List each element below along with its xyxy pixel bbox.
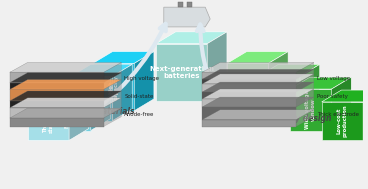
Polygon shape [71,76,113,121]
Polygon shape [202,120,296,127]
Text: Low-cost
production: Low-cost production [337,105,348,137]
Polygon shape [202,99,296,107]
Polygon shape [93,52,154,64]
Text: Anode-free: Anode-free [124,112,155,117]
Text: High energy
density: High energy density [274,80,284,117]
Polygon shape [202,74,314,84]
Polygon shape [93,64,134,111]
Polygon shape [290,89,332,131]
Polygon shape [104,62,121,127]
Polygon shape [91,77,110,131]
Polygon shape [207,32,227,101]
Polygon shape [258,64,320,76]
Polygon shape [10,101,104,108]
Polygon shape [227,52,288,64]
Polygon shape [10,108,104,118]
Polygon shape [202,69,314,79]
Polygon shape [202,97,314,107]
Polygon shape [10,91,121,101]
Text: Solid-state: Solid-state [124,94,154,99]
Text: Thermal
stability: Thermal stability [43,109,54,133]
Polygon shape [28,102,69,140]
Text: Poor safety: Poor safety [317,94,348,99]
Polygon shape [296,62,314,127]
Polygon shape [363,90,368,140]
Polygon shape [322,90,368,102]
Bar [187,2,192,7]
Polygon shape [202,107,296,120]
Polygon shape [164,7,210,27]
Polygon shape [202,84,296,92]
Polygon shape [49,89,91,131]
Polygon shape [202,79,296,84]
Polygon shape [28,90,89,102]
Text: Structure
stability: Structure stability [86,84,97,113]
Polygon shape [202,92,296,99]
Polygon shape [202,82,314,92]
Polygon shape [332,77,351,131]
Polygon shape [10,72,104,83]
Polygon shape [322,102,363,140]
Text: High
capacity: High capacity [108,75,119,100]
Polygon shape [202,72,296,79]
Polygon shape [10,89,104,101]
Polygon shape [113,64,132,121]
Polygon shape [10,80,121,89]
Text: High voltage: High voltage [124,76,159,81]
Polygon shape [10,83,104,89]
Polygon shape [10,108,121,118]
Polygon shape [268,52,288,111]
Polygon shape [49,77,110,89]
Polygon shape [69,90,89,140]
Polygon shape [258,76,300,121]
Text: Fast Charge
transport: Fast Charge transport [65,92,75,128]
Text: Low voltage: Low voltage [317,76,350,81]
Polygon shape [202,89,314,99]
Polygon shape [10,118,104,127]
Text: Next-generation
batteries: Next-generation batteries [149,66,214,79]
Polygon shape [10,62,121,72]
Polygon shape [202,110,314,120]
Polygon shape [10,98,121,108]
Polygon shape [156,44,207,101]
Polygon shape [71,64,132,76]
Polygon shape [202,62,314,72]
Polygon shape [10,73,121,83]
Text: Functional materials: Functional materials [47,107,135,116]
Text: Battery design: Battery design [268,114,332,123]
Polygon shape [227,64,268,111]
Polygon shape [134,52,154,111]
Polygon shape [290,77,351,89]
Polygon shape [156,32,227,44]
Text: Reaction
stability: Reaction stability [242,74,253,100]
Bar [178,2,183,7]
Text: Thick electrode: Thick electrode [317,112,359,117]
Polygon shape [300,64,320,121]
Text: Wide voltage
window: Wide voltage window [305,90,316,129]
